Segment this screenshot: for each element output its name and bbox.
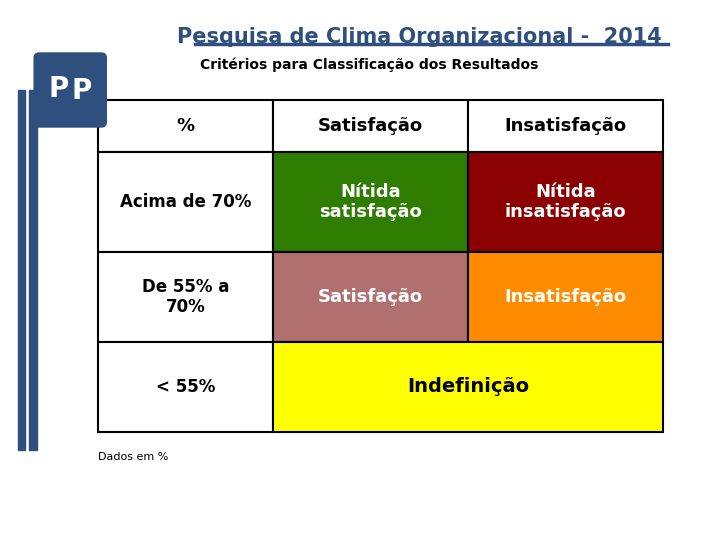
Bar	[468, 100, 663, 152]
FancyBboxPatch shape	[34, 53, 107, 127]
Bar	[97, 252, 273, 342]
Bar	[273, 252, 468, 342]
Bar	[468, 152, 663, 252]
Text: Dados em %: Dados em %	[97, 452, 168, 462]
Text: Satisfação: Satisfação	[318, 117, 423, 135]
Text: Pesquisa de Clima Organizacional -  2014: Pesquisa de Clima Organizacional - 2014	[177, 27, 662, 47]
Text: %: %	[176, 117, 194, 135]
Text: Nítida
insatisfação: Nítida insatisfação	[505, 183, 626, 221]
Text: < 55%: < 55%	[156, 378, 215, 396]
Text: Acima de 70%: Acima de 70%	[120, 193, 251, 211]
Text: Insatisfação: Insatisfação	[505, 288, 627, 306]
Bar	[468, 252, 663, 342]
Text: Critérios para Classificação dos Resultados: Critérios para Classificação dos Resulta…	[200, 58, 539, 72]
Text: Insatisfação: Insatisfação	[505, 117, 627, 135]
Bar	[97, 342, 273, 432]
Text: Satisfação: Satisfação	[318, 288, 423, 306]
Bar	[273, 100, 468, 152]
Text: Nítida
satisfação: Nítida satisfação	[320, 183, 422, 221]
Text: Indefinição: Indefinição	[408, 377, 529, 396]
Bar	[273, 152, 468, 252]
Bar	[97, 100, 273, 152]
Text: De 55% a
70%: De 55% a 70%	[142, 278, 229, 316]
Bar	[273, 342, 663, 432]
Bar	[17, 90, 25, 450]
Text: P: P	[71, 77, 91, 105]
Bar	[97, 152, 273, 252]
Text: P: P	[49, 75, 69, 103]
Bar	[30, 90, 37, 450]
